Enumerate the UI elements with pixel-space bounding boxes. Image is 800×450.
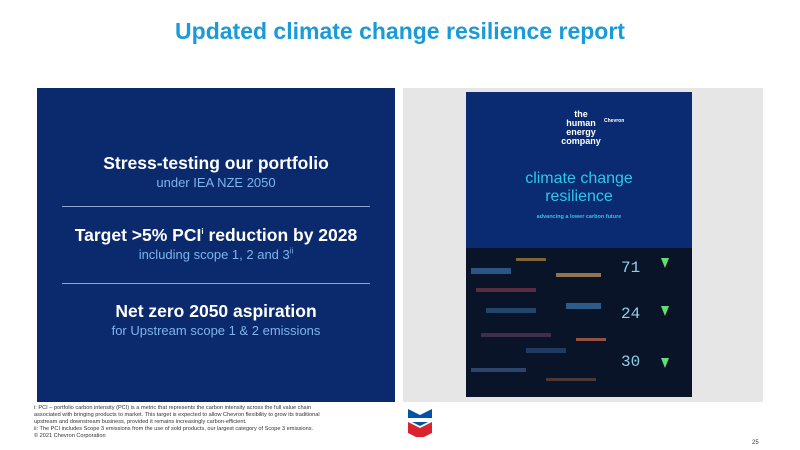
cover-subtitle: advancing a lower carbon future — [536, 214, 622, 220]
stress-test-heading: Stress-testing our portfolio — [103, 153, 329, 173]
slide-title: Updated climate change resilience report — [175, 18, 625, 44]
footnotes: i: PCI – portfolio carbon intensity (PCI… — [34, 405, 414, 440]
footnote-marker: ii — [289, 246, 294, 256]
human-energy-company-logo: the human energy company Chevron — [546, 109, 624, 146]
report-cover-area: the human energy company Chevron climate… — [403, 88, 763, 402]
net-zero-block: Net zero 2050 aspiration for Upstream sc… — [37, 300, 395, 340]
ticker-screen-illustration: 71 24 30 — [466, 248, 692, 397]
ticker-number: 71 — [621, 259, 640, 277]
logo-brand: Chevron — [604, 118, 625, 124]
cover-title: climate change resilience — [466, 170, 692, 206]
cover-title-line: climate change — [525, 170, 633, 187]
copyright: © 2021 Chevron Corporation — [34, 433, 106, 439]
cover-title-line: resilience — [545, 188, 613, 205]
stress-test-block: Stress-testing our portfolio under IEA N… — [37, 152, 395, 192]
target-heading-text: Target >5% PCI — [74, 225, 202, 245]
ticker-number: 24 — [621, 305, 640, 323]
logo-text: energy — [566, 127, 596, 137]
down-arrow-icon — [661, 306, 669, 316]
down-arrow-icon — [661, 358, 669, 368]
logo-text: human — [566, 118, 596, 128]
footnote-marker: i — [201, 227, 204, 237]
target-heading-rest: reduction by 2028 — [203, 225, 358, 245]
divider — [62, 283, 370, 284]
chevron-logo-icon — [407, 409, 433, 437]
divider — [62, 206, 370, 207]
net-zero-subtext: for Upstream scope 1 & 2 emissions — [111, 323, 321, 338]
ticker-number: 30 — [621, 353, 640, 371]
footnote-line: upstream and downstream business, provid… — [34, 419, 247, 425]
down-arrow-icon — [661, 258, 669, 268]
logo-text: company — [561, 136, 601, 146]
stress-test-subtext: under IEA NZE 2050 — [156, 175, 276, 190]
highlights-panel: Stress-testing our portfolio under IEA N… — [37, 88, 395, 402]
logo-text: the — [574, 109, 588, 119]
target-subtext: including scope 1, 2 and 3ii — [37, 246, 395, 264]
target-heading: Target >5% PCIi reduction by 2028 — [37, 224, 395, 246]
footnote-line: ii: The PCI includes Scope 3 emissions f… — [34, 426, 314, 432]
target-subtext-text: including scope 1, 2 and 3 — [138, 247, 290, 262]
footnote-line: i: PCI – portfolio carbon intensity (PCI… — [34, 405, 312, 411]
report-cover: the human energy company Chevron climate… — [466, 92, 692, 397]
target-block: Target >5% PCIi reduction by 2028 includ… — [37, 224, 395, 264]
footnote-line: associated with bringing products to mar… — [34, 412, 320, 418]
stock-ticker-photo: 71 24 30 — [466, 248, 692, 397]
net-zero-heading: Net zero 2050 aspiration — [115, 301, 317, 321]
page-number: 25 — [752, 440, 759, 446]
